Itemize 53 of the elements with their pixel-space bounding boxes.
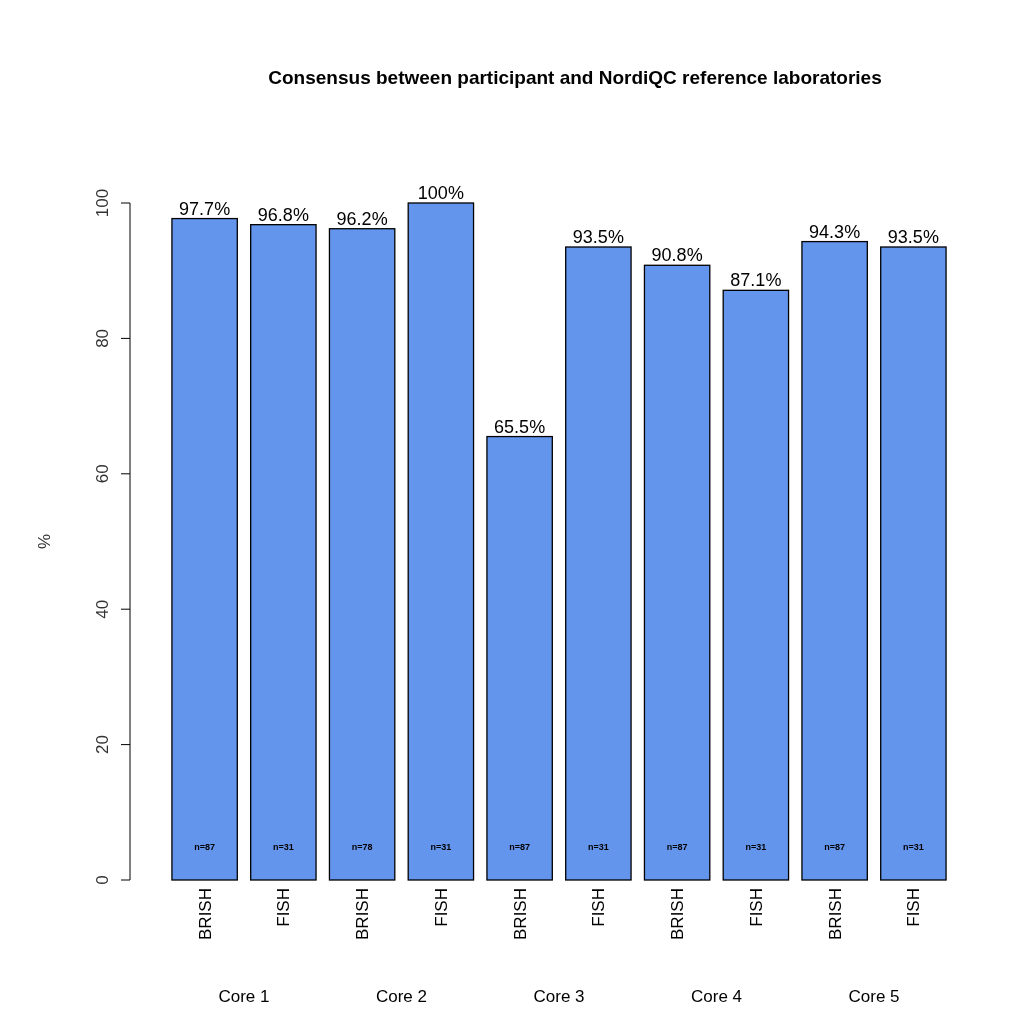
y-tick-label: 100 bbox=[93, 188, 112, 218]
data-label: 97.7% bbox=[179, 198, 231, 219]
x-tick-label: BRISH bbox=[825, 888, 845, 940]
data-label: 96.2% bbox=[336, 208, 388, 229]
annotation: n=87 bbox=[509, 842, 531, 852]
bar bbox=[407, 202, 475, 881]
data-label: 94.3% bbox=[809, 221, 861, 242]
text: Core 5 bbox=[848, 987, 900, 1006]
y-tick-label: 60 bbox=[93, 464, 112, 484]
x-tick-label: FISH bbox=[589, 888, 609, 927]
data-label: 93.5% bbox=[572, 227, 624, 248]
annotation: n=87 bbox=[666, 842, 688, 852]
text: Core 1 bbox=[218, 987, 270, 1006]
annotation: n=31 bbox=[587, 842, 609, 852]
x-tick-label: FISH bbox=[431, 888, 451, 927]
x-tick-label: FISH bbox=[746, 888, 766, 927]
annotation: n=31 bbox=[745, 842, 767, 852]
annotation: n=31 bbox=[272, 842, 294, 852]
y-tick-label: 0 bbox=[93, 875, 112, 885]
bar bbox=[880, 246, 947, 881]
x-tick-label: BRISH bbox=[510, 888, 530, 940]
x-tick-label: FISH bbox=[904, 888, 924, 927]
y-tick-label: 20 bbox=[93, 735, 112, 755]
x-tick-label: BRISH bbox=[668, 888, 688, 940]
annotation: n=87 bbox=[824, 842, 846, 852]
y-tick-label: 40 bbox=[93, 599, 112, 619]
bar bbox=[801, 240, 868, 881]
bar bbox=[250, 224, 317, 881]
bar bbox=[643, 264, 711, 881]
x-tick-label: BRISH bbox=[353, 888, 373, 940]
data-label: 65.5% bbox=[494, 416, 546, 437]
bar bbox=[171, 217, 238, 881]
data-label: 100% bbox=[417, 183, 464, 203]
data-label: 87.1% bbox=[730, 270, 782, 291]
text: Core 4 bbox=[690, 987, 743, 1006]
text: Core 3 bbox=[533, 987, 585, 1006]
data-label: 90.8% bbox=[651, 245, 703, 266]
y-tick-label: 80 bbox=[93, 328, 112, 348]
x-tick-label: BRISH bbox=[195, 888, 215, 940]
bar bbox=[328, 228, 396, 881]
bar bbox=[486, 435, 553, 881]
annotation: n=31 bbox=[903, 842, 924, 852]
chart-title: Consensus between participant and NordiQC reference laboratories bbox=[268, 67, 882, 88]
bar bbox=[565, 246, 632, 881]
annotation: n=78 bbox=[351, 842, 373, 852]
annotation: n=87 bbox=[194, 842, 215, 852]
x-tick-label: FISH bbox=[274, 888, 294, 927]
annotation: n=31 bbox=[430, 842, 452, 852]
y-axis-title: % bbox=[35, 533, 54, 550]
data-label: 93.5% bbox=[887, 227, 939, 248]
bar bbox=[722, 289, 790, 881]
text: Core 2 bbox=[375, 987, 428, 1006]
data-label: 96.8% bbox=[257, 204, 309, 225]
